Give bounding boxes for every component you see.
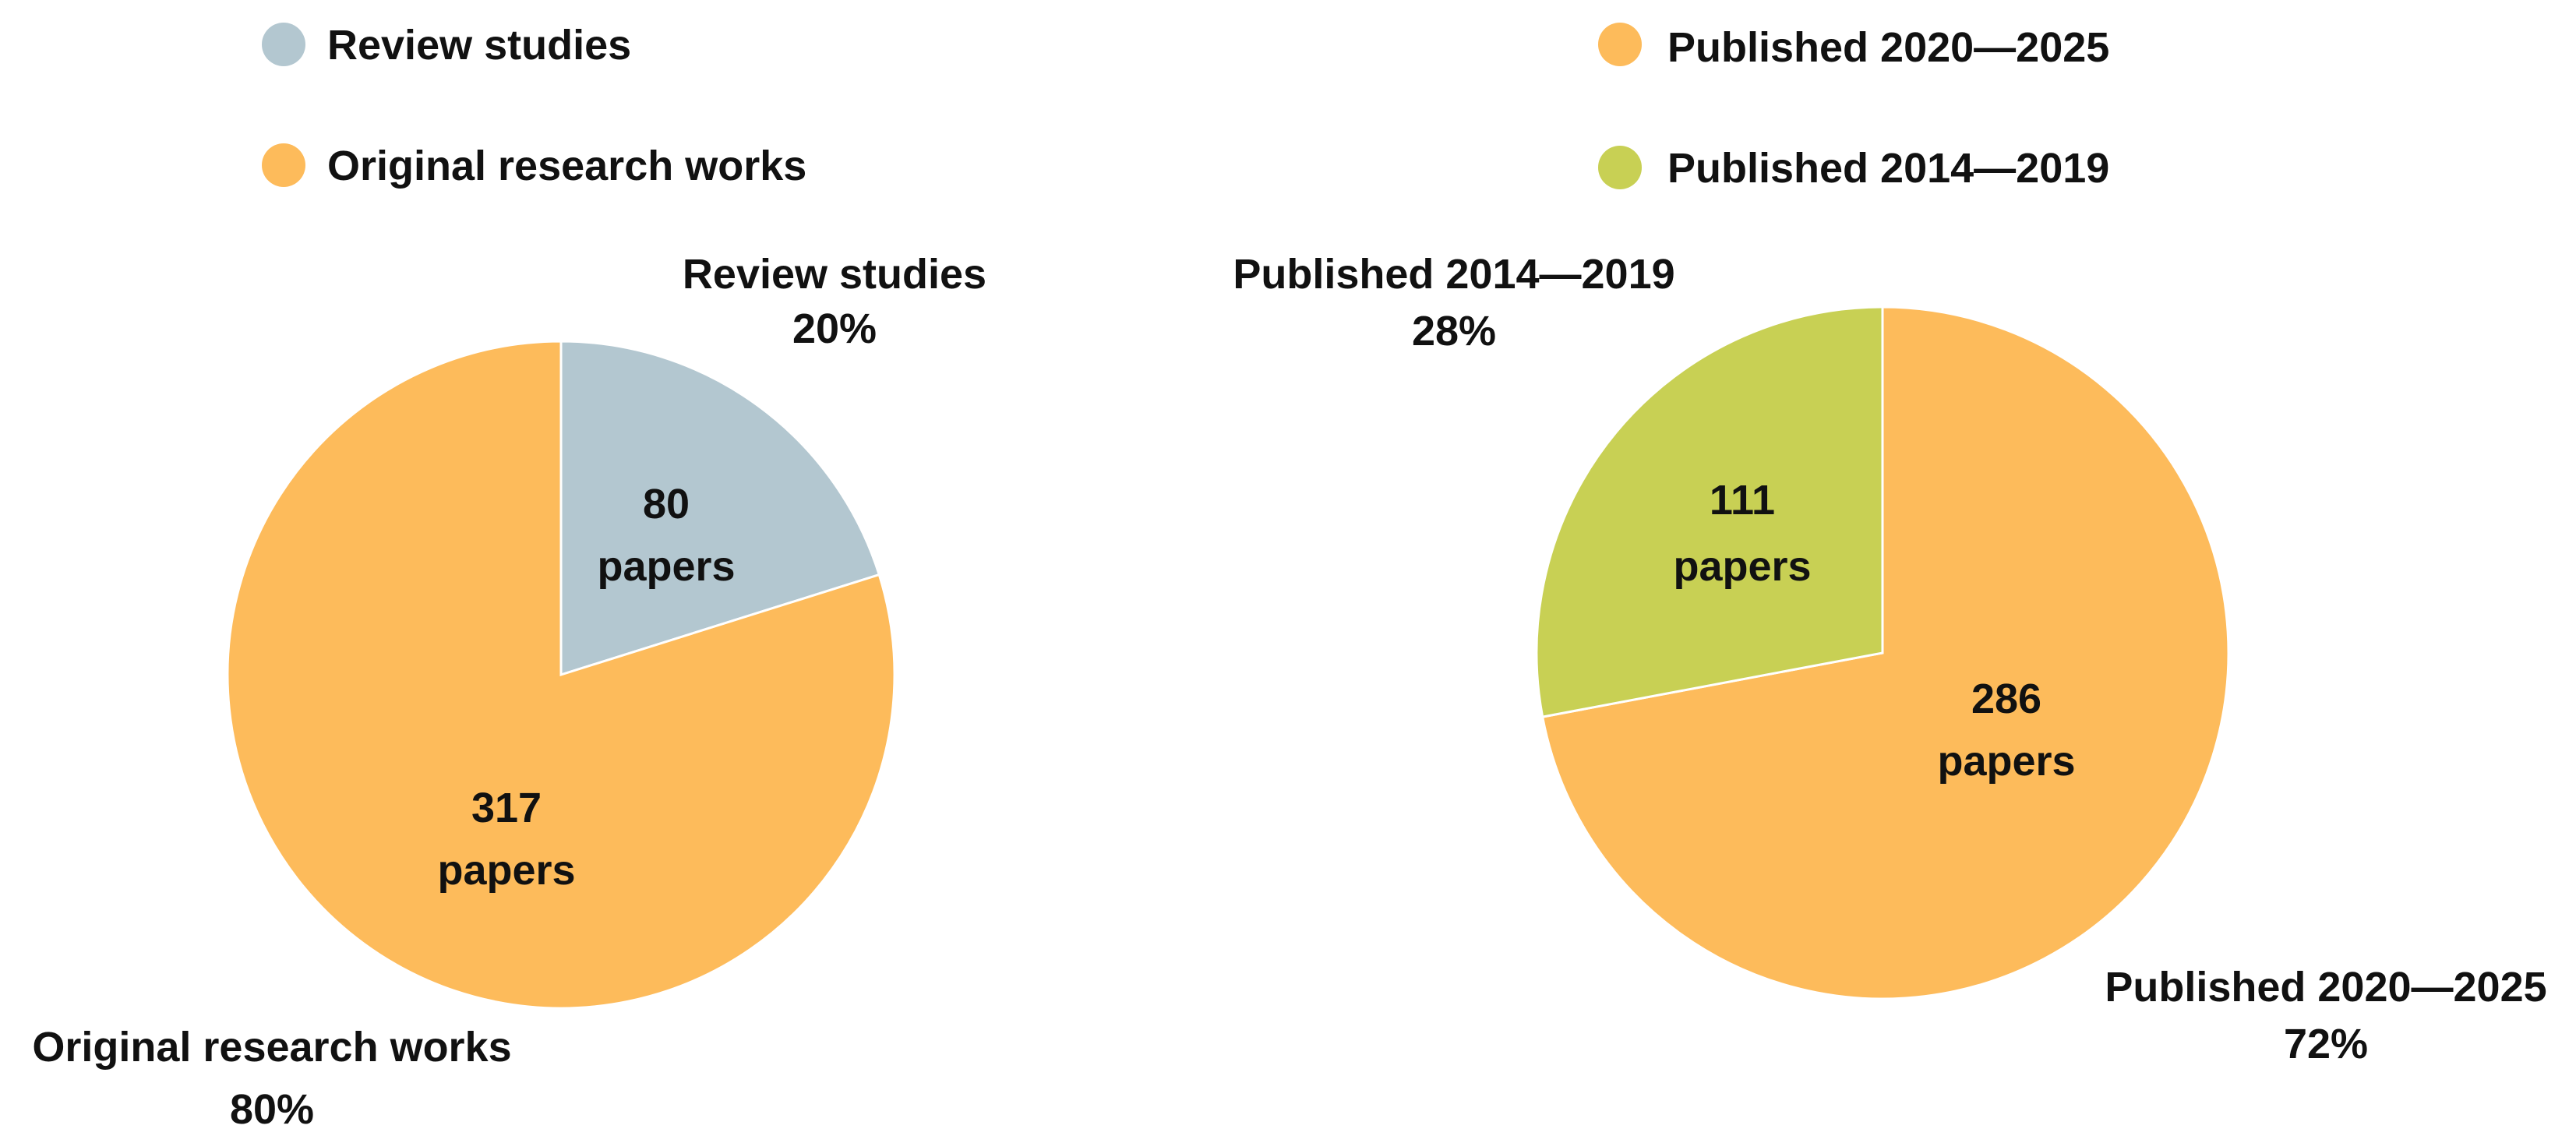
legend: Published 2020—2025 Published 2014—2019 [1598,23,2109,192]
legend-item: Published 2014—2019 [1598,145,2109,192]
legend-swatch [1598,146,1642,189]
pie-slice-published-2014-2019 [1535,305,1884,718]
legend-item: Original research works [262,143,806,189]
slice-outer-percent: 28% [1412,308,1496,355]
publication-period-pie-chart: Published 2020—2025 Published 2014—2019 … [1233,23,2547,1067]
legend-swatch [1598,23,1642,66]
slice-outer-percent: 80% [230,1086,314,1133]
pie-slice-review-studies [559,340,881,677]
slice-inner-unit: papers [1937,738,2075,785]
pie-slices [1535,305,2230,1000]
legend-swatch [262,143,305,187]
legend-label: Published 2020—2025 [1667,24,2109,71]
legend-swatch [262,23,305,66]
slice-outer-label: Original research works [32,1024,511,1071]
legend-item: Review studies [262,22,631,69]
slice-inner-value: 111 [1710,477,1775,524]
slice-inner-unit: papers [1673,543,1811,590]
pie-slices [226,340,896,1010]
legend: Review studies Original research works [262,22,806,189]
slice-outer-percent: 72% [2284,1021,2368,1067]
slice-inner-value: 286 [1971,676,2041,722]
slice-inner-unit: papers [437,847,575,894]
slice-inner-value: 317 [471,785,542,831]
pie-slice-original-research-works [226,340,896,1010]
review-vs-original-pie-chart: Review studies Original research works R… [32,22,986,1133]
legend-label: Published 2014—2019 [1667,145,2109,192]
legend-label: Review studies [327,22,631,69]
legend-item: Published 2020—2025 [1598,23,2109,71]
slice-outer-label: Published 2014—2019 [1233,251,1674,298]
slice-outer-percent: 20% [792,305,877,352]
pie-slice-published-2020-2025 [1540,305,2230,1000]
legend-label: Original research works [327,143,806,189]
slice-outer-label: Review studies [683,251,986,298]
slice-inner-unit: papers [597,543,735,590]
slice-inner-value: 80 [643,481,690,527]
slice-outer-label: Published 2020—2025 [2105,964,2546,1011]
